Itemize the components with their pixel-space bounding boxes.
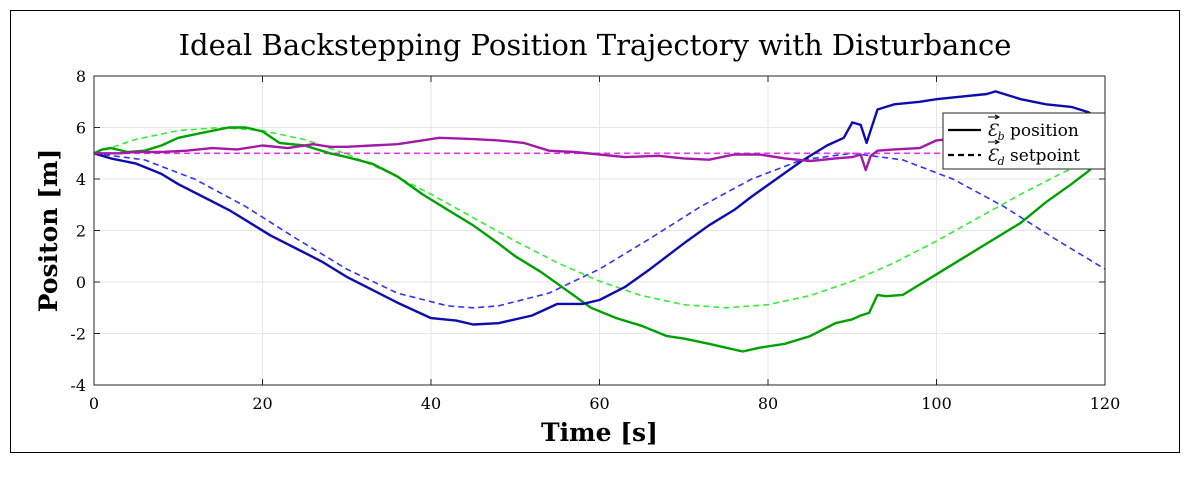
x-tick-label: 20 [252,394,272,413]
legend: Ɛb position Ɛd setpoint [942,112,1106,170]
figure-frame: Ideal Backstepping Position Trajectory w… [10,10,1180,453]
x-tick-label: 80 [758,394,778,413]
series-line-3 [93,152,1106,309]
chart-title: Ideal Backstepping Position Trajectory w… [179,28,1012,62]
x-tick-label: 60 [589,394,609,413]
y-tick-label: 2 [76,222,86,241]
y-tick-label: 6 [76,119,86,138]
y-tick-label: -4 [70,376,86,395]
series-line-2 [94,121,1106,172]
series-layer [93,90,1106,353]
x-tick-label: 40 [421,394,441,413]
legend-label: Ɛd setpoint [987,146,1080,168]
x-tick-label: 120 [1090,394,1121,413]
series-line-1 [93,126,1106,353]
x-tick-label: 0 [89,394,99,413]
y-tick-label: 8 [76,67,86,86]
tick-layer: 0 20 40 60 80 100 120 -4 -2 0 2 4 6 8 [70,67,1120,413]
legend-label: Ɛb position [987,121,1079,143]
x-tick-label: 100 [921,394,952,413]
legend-vector-arrowhead [994,139,1001,145]
x-axis-label: Time [s] [541,418,658,447]
y-axis-label: Positon [m] [34,149,63,313]
y-tick-label: 4 [76,170,86,189]
y-tick-label: -2 [70,325,86,344]
legend-box [942,112,1106,170]
legend-vector-arrowhead [994,114,1001,120]
y-tick-label: 0 [76,273,86,292]
chart-svg: Ideal Backstepping Position Trajectory w… [34,28,1120,447]
series-line-0 [93,90,1106,326]
